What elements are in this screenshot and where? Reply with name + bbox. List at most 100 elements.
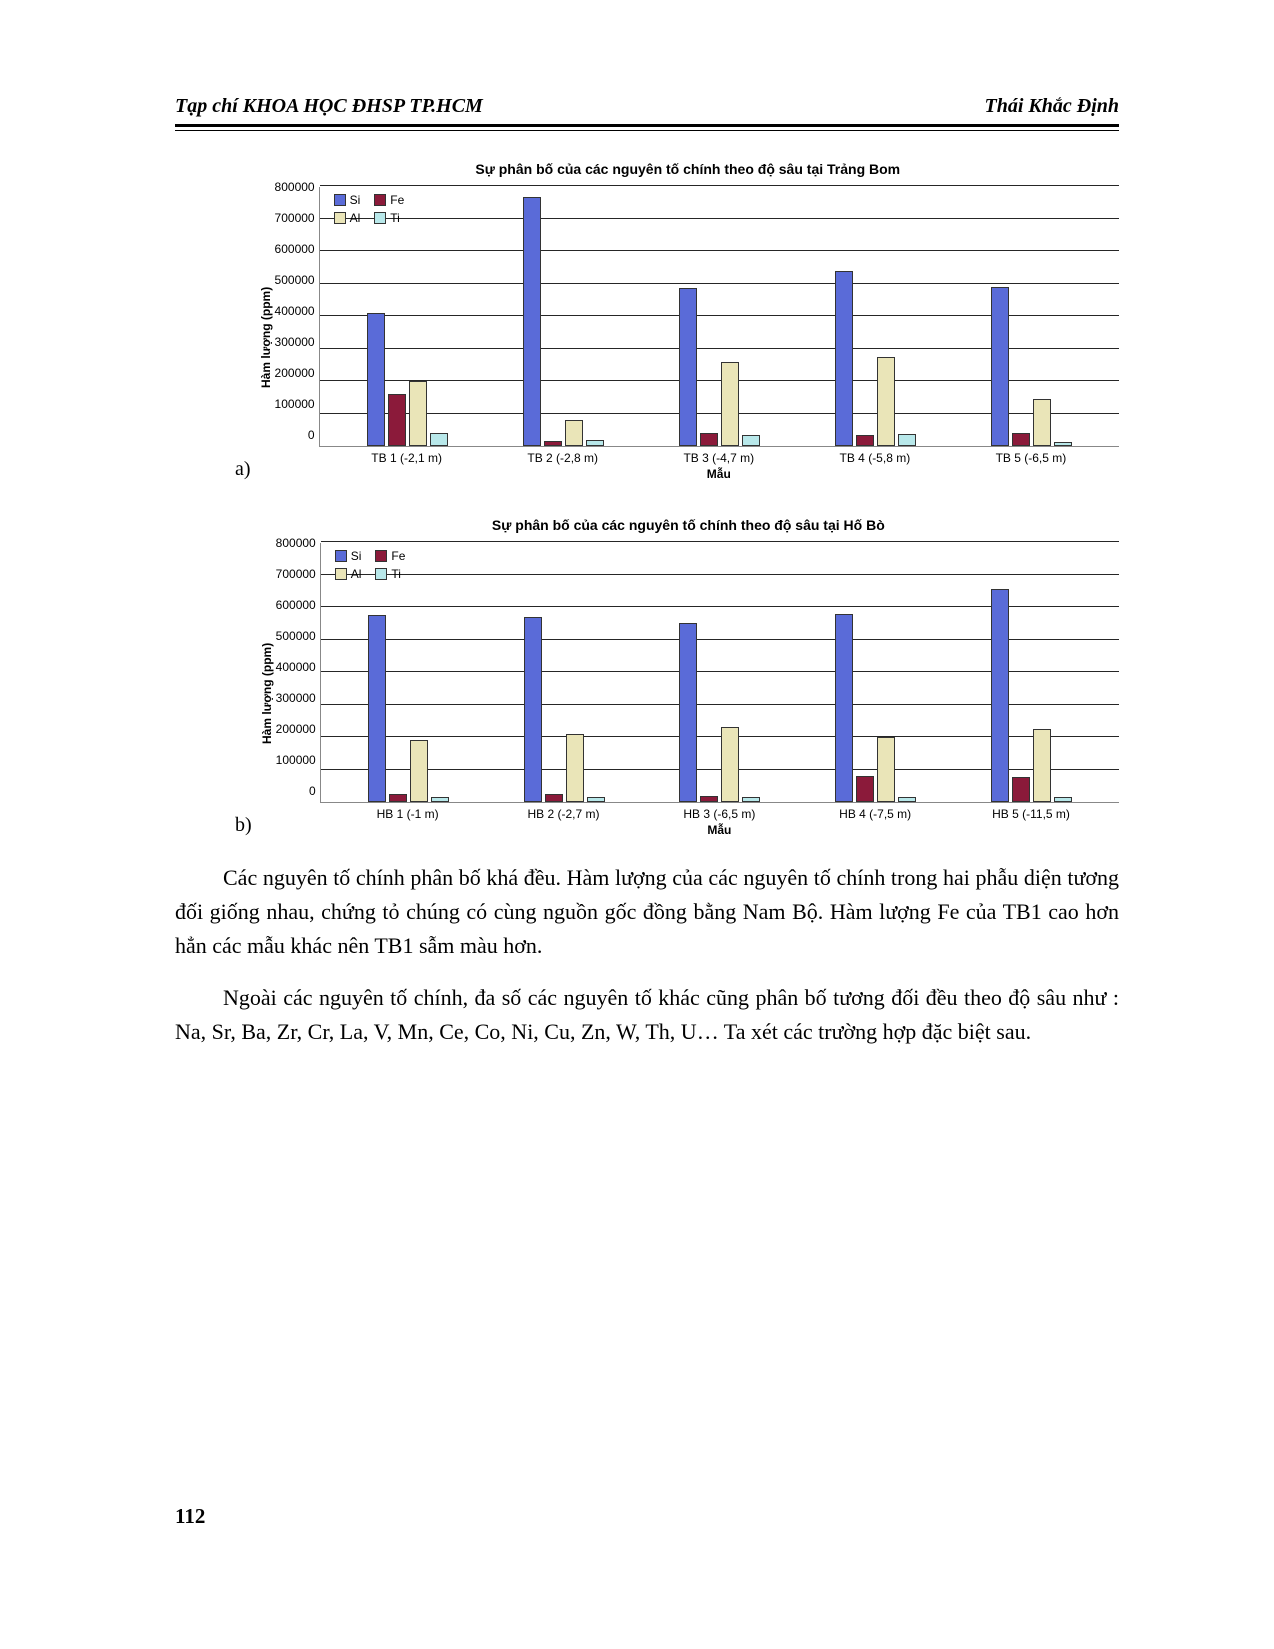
bar <box>545 794 563 802</box>
bar-group <box>364 615 454 802</box>
bar <box>523 197 541 446</box>
chart-b-title: Sự phân bố của các nguyên tố chính theo … <box>258 517 1119 533</box>
bar <box>1033 399 1051 446</box>
body-text: Các nguyên tố chính phân bố khá đều. Hàm… <box>175 861 1119 1049</box>
ytick-label: 200000 <box>275 367 315 379</box>
bar-group <box>986 287 1076 446</box>
xtick-label: TB 2 (-2,8 m) <box>518 451 608 465</box>
bar <box>898 434 916 446</box>
page-number: 112 <box>175 1504 205 1529</box>
bar-group <box>519 617 609 802</box>
chart-b-ylabel: Hàm lượng (ppm) <box>258 543 276 843</box>
bar-group <box>518 197 608 446</box>
bar <box>1033 729 1051 802</box>
ytick-label: 500000 <box>275 274 315 286</box>
chart-a-label: a) <box>235 458 251 481</box>
xtick-label: HB 1 (-1 m) <box>363 807 453 821</box>
bar <box>700 796 718 802</box>
xtick-label: TB 3 (-4,7 m) <box>674 451 764 465</box>
paragraph-1: Các nguyên tố chính phân bố khá đều. Hàm… <box>175 861 1119 963</box>
bar <box>679 623 697 802</box>
ytick-label: 700000 <box>275 212 315 224</box>
bar <box>587 797 605 802</box>
bar <box>1054 442 1072 446</box>
bar <box>388 394 406 446</box>
chart-a-title: Sự phân bố của các nguyên tố chính theo … <box>257 161 1119 177</box>
bar <box>877 357 895 446</box>
bar <box>856 776 874 802</box>
header-rule-thick <box>175 124 1119 127</box>
xtick-label: HB 3 (-6,5 m) <box>674 807 764 821</box>
bar <box>1012 433 1030 446</box>
chart-b-xlabel: Mẫu <box>320 823 1119 837</box>
journal-name: Tạp chí KHOA HỌC ĐHSP TP.HCM <box>175 95 483 118</box>
ytick-label: 300000 <box>275 336 315 348</box>
chart-a-yaxis: 8000007000006000005000004000003000002000… <box>275 187 319 447</box>
chart-b-block: b) Sự phân bố của các nguyên tố chính th… <box>235 517 1119 843</box>
page-header: Tạp chí KHOA HỌC ĐHSP TP.HCM Thái Khắc Đ… <box>175 95 1119 122</box>
bar <box>565 420 583 446</box>
bar <box>877 737 895 802</box>
bar-group <box>363 313 453 446</box>
ytick-label: 400000 <box>276 661 316 673</box>
bar <box>700 433 718 446</box>
bar <box>586 440 604 446</box>
bar <box>679 288 697 446</box>
chart-a-ylabel: Hàm lượng (ppm) <box>257 187 275 487</box>
bar <box>367 313 385 446</box>
chart-a-xticks: TB 1 (-2,1 m) TB 2 (-2,8 m) TB 3 (-4,7 m) T… <box>319 447 1119 465</box>
bar <box>721 362 739 447</box>
xtick-label: TB 1 (-2,1 m) <box>362 451 452 465</box>
chart-b-yaxis: 8000007000006000005000004000003000002000… <box>276 543 320 803</box>
bar <box>835 614 853 803</box>
bar <box>431 797 449 802</box>
header-rule-thin <box>175 130 1119 131</box>
bar-group <box>675 623 765 802</box>
chart-a-block: a) Sự phân bố của các nguyên tố chính th… <box>235 161 1119 487</box>
ytick-label: 700000 <box>276 568 316 580</box>
bar <box>856 435 874 446</box>
bar-group <box>831 614 921 803</box>
bar <box>1054 797 1072 802</box>
chart-b-xticks: HB 1 (-1 m)HB 2 (-2,7 m)HB 3 (-6,5 m)HB … <box>320 803 1119 821</box>
bar-group <box>986 589 1076 802</box>
bar <box>991 589 1009 802</box>
xtick-label: HB 4 (-7,5 m) <box>830 807 920 821</box>
bar <box>524 617 542 802</box>
bar <box>742 435 760 446</box>
bar <box>566 734 584 802</box>
xtick-label: HB 5 (-11,5 m) <box>986 807 1076 821</box>
chart-b-label: b) <box>235 814 252 837</box>
ytick-label: 100000 <box>275 398 315 410</box>
bar <box>430 433 448 446</box>
bar <box>721 727 739 802</box>
ytick-label: 0 <box>275 429 315 441</box>
grid-line <box>321 541 1119 542</box>
author-name: Thái Khắc Định <box>985 95 1119 118</box>
chart-b-groups <box>321 543 1119 802</box>
bar <box>409 381 427 446</box>
ytick-label: 800000 <box>276 537 316 549</box>
paragraph-2: Ngoài các nguyên tố chính, đa số các ngu… <box>175 981 1119 1049</box>
ytick-label: 0 <box>276 785 316 797</box>
bar <box>991 287 1009 446</box>
bar <box>544 441 562 446</box>
ytick-label: 800000 <box>275 181 315 193</box>
bar-group <box>674 288 764 446</box>
ytick-label: 500000 <box>276 630 316 642</box>
chart-a-plot: SiFeAlTi <box>319 187 1119 447</box>
bar <box>898 797 916 802</box>
ytick-label: 100000 <box>276 754 316 766</box>
xtick-label: TB 5 (-6,5 m) <box>986 451 1076 465</box>
ytick-label: 400000 <box>275 305 315 317</box>
bar <box>742 797 760 802</box>
grid-line <box>320 185 1119 186</box>
bar-group <box>830 271 920 447</box>
bar <box>410 740 428 802</box>
ytick-label: 200000 <box>276 723 316 735</box>
bar <box>368 615 386 802</box>
chart-b-plot: SiFeAlTi <box>320 543 1119 803</box>
xtick-label: TB 4 (-5,8 m) <box>830 451 920 465</box>
bar <box>389 794 407 802</box>
chart-a-groups <box>320 187 1119 446</box>
